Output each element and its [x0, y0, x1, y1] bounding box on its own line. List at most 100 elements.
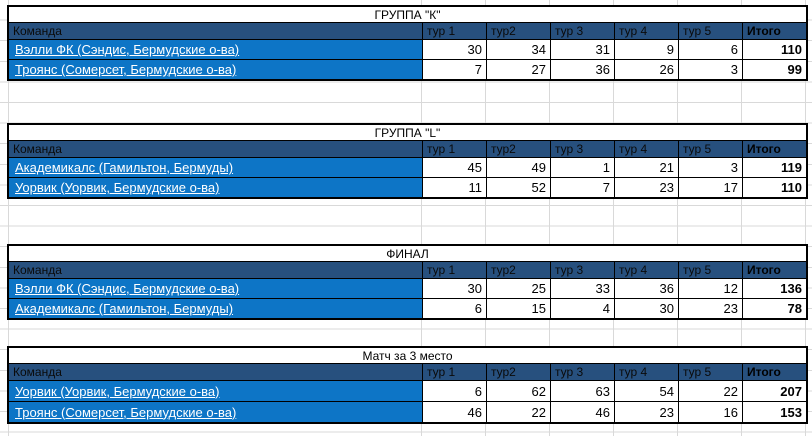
team-link[interactable]: Вэлли ФК (Сэндис, Бермудские о-ва) [9, 40, 422, 59]
header-cell-round4[interactable]: тур 4 [614, 23, 678, 39]
score-cell-r2[interactable]: 25 [486, 279, 550, 298]
total-cell[interactable]: 78 [742, 299, 806, 318]
header-cell-round5[interactable]: тур 5 [678, 141, 742, 157]
team-row: Уорвик (Уорвик, Бермудские о-ва) 6 62 63… [9, 380, 806, 401]
header-cell-round4[interactable]: тур 4 [614, 364, 678, 380]
header-cell-total[interactable]: Итого [742, 141, 806, 157]
team-row: Троянс (Сомерсет, Бермудские о-ва) 46 22… [9, 401, 806, 422]
score-cell-r1[interactable]: 30 [422, 279, 486, 298]
score-cell-r2[interactable]: 62 [486, 381, 550, 401]
score-cell-r5[interactable]: 23 [678, 299, 742, 318]
header-cell-round1[interactable]: тур 1 [422, 364, 486, 380]
score-cell-r5[interactable]: 22 [678, 381, 742, 401]
total-cell[interactable]: 119 [742, 158, 806, 177]
header-cell-team[interactable]: Команда [13, 263, 62, 277]
score-cell-r1[interactable]: 45 [422, 158, 486, 177]
header-cell-total[interactable]: Итого [742, 23, 806, 39]
header-cell-round3[interactable]: тур 3 [550, 262, 614, 278]
grid-vline [805, 0, 806, 436]
score-cell-r3[interactable]: 31 [550, 40, 614, 59]
header-cell-round2[interactable]: тур2 [486, 262, 550, 278]
score-cell-r2[interactable]: 15 [486, 299, 550, 318]
total-cell[interactable]: 110 [742, 178, 806, 197]
team-link[interactable]: Уорвик (Уорвик, Бермудские о-ва) [9, 178, 422, 197]
score-cell-r2[interactable]: 52 [486, 178, 550, 197]
score-cell-r3[interactable]: 63 [550, 381, 614, 401]
score-cell-r4[interactable]: 54 [614, 381, 678, 401]
score-cell-r5[interactable]: 16 [678, 402, 742, 422]
score-cell-r5[interactable]: 3 [678, 158, 742, 177]
header-cell-total[interactable]: Итого [742, 262, 806, 278]
header-cell-round3[interactable]: тур 3 [550, 141, 614, 157]
header-cell-round2[interactable]: тур2 [486, 23, 550, 39]
total-cell[interactable]: 110 [742, 40, 806, 59]
team-row: Троянс (Сомерсет, Бермудские о-ва) 7 27 … [9, 59, 806, 79]
header-cell-round1[interactable]: тур 1 [422, 262, 486, 278]
header-cell-round2[interactable]: тур2 [486, 364, 550, 380]
team-row: Уорвик (Уорвик, Бермудские о-ва) 11 52 7… [9, 177, 806, 197]
grid-vline [485, 0, 486, 436]
score-cell-r3[interactable]: 4 [550, 299, 614, 318]
total-cell[interactable]: 207 [742, 381, 806, 401]
table-header-row: Команда тур 1 тур2 тур 3 тур 4 тур 5 Ито… [9, 363, 806, 380]
grid-vline [549, 0, 550, 436]
team-link[interactable]: Академикалс (Гамильтон, Бермуды) [9, 299, 422, 318]
header-cell-round2[interactable]: тур2 [486, 141, 550, 157]
score-cell-r3[interactable]: 36 [550, 60, 614, 79]
score-cell-r5[interactable]: 6 [678, 40, 742, 59]
score-cell-r4[interactable]: 21 [614, 158, 678, 177]
score-cell-r1[interactable]: 11 [422, 178, 486, 197]
score-cell-r3[interactable]: 1 [550, 158, 614, 177]
total-cell[interactable]: 153 [742, 402, 806, 422]
team-link[interactable]: Троянс (Сомерсет, Бермудские о-ва) [9, 60, 422, 79]
header-cell-round4[interactable]: тур 4 [614, 262, 678, 278]
score-cell-r3[interactable]: 7 [550, 178, 614, 197]
header-cell-round3[interactable]: тур 3 [550, 23, 614, 39]
team-link[interactable]: Академикалс (Гамильтон, Бермуды) [9, 158, 422, 177]
score-cell-r2[interactable]: 22 [486, 402, 550, 422]
score-cell-r4[interactable]: 9 [614, 40, 678, 59]
score-cell-r1[interactable]: 7 [422, 60, 486, 79]
header-cell-round4[interactable]: тур 4 [614, 141, 678, 157]
header-cell-round5[interactable]: тур 5 [678, 364, 742, 380]
header-cell-round1[interactable]: тур 1 [422, 141, 486, 157]
header-cell-round5[interactable]: тур 5 [678, 262, 742, 278]
score-cell-r1[interactable]: 46 [422, 402, 486, 422]
team-link[interactable]: Уорвик (Уорвик, Бермудские о-ва) [9, 381, 422, 401]
score-cell-r1[interactable]: 30 [422, 40, 486, 59]
table-title[interactable]: Матч за 3 место [9, 348, 806, 363]
table-title[interactable]: ФИНАЛ [9, 246, 806, 261]
score-cell-r2[interactable]: 34 [486, 40, 550, 59]
header-cell-round3[interactable]: тур 3 [550, 364, 614, 380]
grid-vline [613, 0, 614, 436]
table-title[interactable]: ГРУППА "L" [9, 125, 806, 140]
total-cell[interactable]: 136 [742, 279, 806, 298]
score-cell-r5[interactable]: 17 [678, 178, 742, 197]
header-cell-round5[interactable]: тур 5 [678, 23, 742, 39]
table-header-row: Команда тур 1 тур2 тур 3 тур 4 тур 5 Ито… [9, 22, 806, 39]
header-cell-team[interactable]: Команда [13, 24, 62, 38]
score-cell-r1[interactable]: 6 [422, 299, 486, 318]
score-cell-r5[interactable]: 3 [678, 60, 742, 79]
score-cell-r4[interactable]: 36 [614, 279, 678, 298]
header-cell-round1[interactable]: тур 1 [422, 23, 486, 39]
score-cell-r2[interactable]: 49 [486, 158, 550, 177]
score-cell-r4[interactable]: 23 [614, 178, 678, 197]
third-place-table: Матч за 3 место Команда тур 1 тур2 тур 3… [7, 346, 808, 424]
score-cell-r4[interactable]: 23 [614, 402, 678, 422]
score-cell-r5[interactable]: 12 [678, 279, 742, 298]
team-link[interactable]: Троянс (Сомерсет, Бермудские о-ва) [9, 402, 422, 422]
total-cell[interactable]: 99 [742, 60, 806, 79]
score-cell-r4[interactable]: 30 [614, 299, 678, 318]
final-table: ФИНАЛ Команда тур 1 тур2 тур 3 тур 4 тур… [7, 244, 808, 320]
header-cell-team[interactable]: Команда [13, 365, 62, 379]
score-cell-r4[interactable]: 26 [614, 60, 678, 79]
team-link[interactable]: Вэлли ФК (Сэндис, Бермудские о-ва) [9, 279, 422, 298]
score-cell-r2[interactable]: 27 [486, 60, 550, 79]
score-cell-r1[interactable]: 6 [422, 381, 486, 401]
score-cell-r3[interactable]: 46 [550, 402, 614, 422]
header-cell-total[interactable]: Итого [742, 364, 806, 380]
table-title[interactable]: ГРУППА "К" [9, 7, 806, 22]
score-cell-r3[interactable]: 33 [550, 279, 614, 298]
header-cell-team[interactable]: Команда [13, 142, 62, 156]
